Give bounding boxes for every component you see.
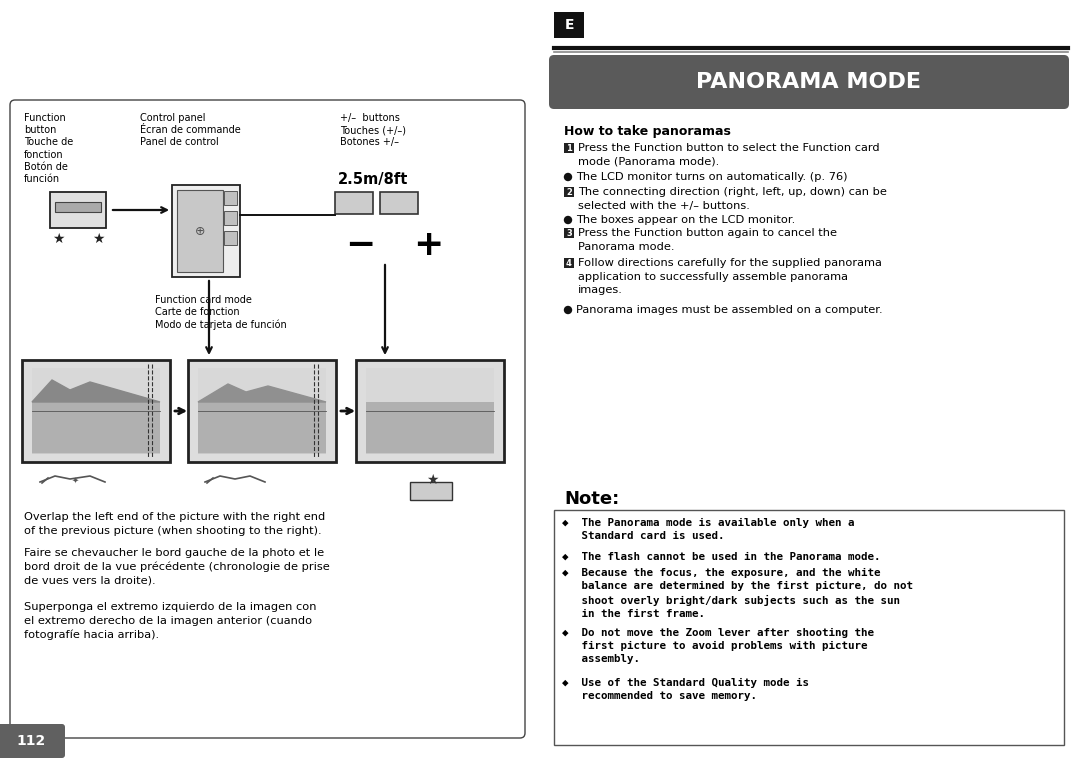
Circle shape bbox=[565, 174, 571, 181]
Bar bbox=[50, 192, 106, 228]
Bar bbox=[224, 191, 237, 205]
Text: ★: ★ bbox=[92, 232, 105, 246]
Bar bbox=[564, 228, 573, 238]
Text: ◆  Use of the Standard Quality mode is
   recommended to save memory.: ◆ Use of the Standard Quality mode is re… bbox=[562, 678, 809, 701]
Text: ✦: ✦ bbox=[71, 476, 79, 485]
Bar bbox=[32, 368, 160, 454]
FancyBboxPatch shape bbox=[10, 100, 525, 738]
Text: The boxes appear on the LCD monitor.: The boxes appear on the LCD monitor. bbox=[576, 215, 795, 225]
Text: PANORAMA MODE: PANORAMA MODE bbox=[697, 72, 921, 92]
Circle shape bbox=[565, 216, 571, 223]
Bar bbox=[172, 185, 240, 277]
Text: Panorama images must be assembled on a computer.: Panorama images must be assembled on a c… bbox=[576, 305, 882, 315]
Text: ★: ★ bbox=[52, 232, 64, 246]
Bar bbox=[410, 482, 453, 500]
Bar bbox=[188, 360, 336, 462]
Text: Follow directions carefully for the supplied panorama
application to successfull: Follow directions carefully for the supp… bbox=[578, 258, 882, 295]
Bar bbox=[22, 360, 170, 462]
Bar bbox=[366, 368, 494, 454]
Text: E: E bbox=[564, 18, 573, 32]
Text: Control panel
Écran de commande
Panel de control: Control panel Écran de commande Panel de… bbox=[140, 113, 241, 148]
Text: −: − bbox=[345, 228, 375, 262]
Text: ◆  Because the focus, the exposure, and the white
   balance are determined by t: ◆ Because the focus, the exposure, and t… bbox=[562, 568, 913, 619]
Text: Press the Function button again to cancel the
Panorama mode.: Press the Function button again to cance… bbox=[578, 228, 837, 252]
Bar bbox=[356, 360, 504, 462]
Bar bbox=[198, 402, 326, 453]
Bar bbox=[554, 12, 584, 38]
Text: ◆  The Panorama mode is available only when a
   Standard card is used.: ◆ The Panorama mode is available only wh… bbox=[562, 518, 854, 541]
Bar bbox=[335, 192, 373, 214]
Bar bbox=[366, 368, 494, 402]
Text: Note:: Note: bbox=[564, 490, 619, 508]
Text: Press the Function button to select the Function card
mode (Panorama mode).: Press the Function button to select the … bbox=[578, 143, 879, 167]
Text: The connecting direction (right, left, up, down) can be
selected with the +/– bu: The connecting direction (right, left, u… bbox=[578, 187, 887, 210]
Bar bbox=[32, 368, 160, 402]
Text: ◆  Do not move the Zoom lever after shooting the
   first picture to avoid probl: ◆ Do not move the Zoom lever after shoot… bbox=[562, 628, 874, 664]
Text: 3: 3 bbox=[566, 229, 572, 237]
Bar bbox=[177, 190, 222, 272]
Bar bbox=[32, 402, 160, 453]
Bar bbox=[564, 258, 573, 268]
Circle shape bbox=[565, 307, 571, 314]
Text: ★: ★ bbox=[426, 473, 438, 487]
Bar bbox=[224, 211, 237, 225]
Text: 1: 1 bbox=[566, 144, 572, 152]
Polygon shape bbox=[198, 384, 326, 402]
FancyBboxPatch shape bbox=[0, 724, 65, 758]
Bar bbox=[224, 231, 237, 245]
Text: +/–  buttons
Touches (+/–)
Botones +/–: +/– buttons Touches (+/–) Botones +/– bbox=[340, 113, 406, 148]
Text: Function card mode
Carte de fonction
Modo de tarjeta de función: Function card mode Carte de fonction Mod… bbox=[156, 295, 287, 330]
Text: 112: 112 bbox=[16, 734, 45, 748]
Text: 2: 2 bbox=[566, 187, 572, 197]
Text: +: + bbox=[413, 228, 443, 262]
Text: 4: 4 bbox=[566, 259, 572, 268]
Bar bbox=[198, 368, 326, 402]
Bar bbox=[564, 187, 573, 197]
Polygon shape bbox=[32, 380, 160, 402]
Bar bbox=[380, 192, 418, 214]
Text: Overlap the left end of the picture with the right end
of the previous picture (: Overlap the left end of the picture with… bbox=[24, 512, 325, 536]
FancyBboxPatch shape bbox=[549, 55, 1069, 109]
Text: How to take panoramas: How to take panoramas bbox=[564, 125, 731, 138]
Bar bbox=[366, 402, 494, 453]
Bar bbox=[198, 368, 326, 454]
Text: Function
button
Touche de
fonction
Botón de
función: Function button Touche de fonction Botón… bbox=[24, 113, 73, 184]
Text: ◆  The flash cannot be used in the Panorama mode.: ◆ The flash cannot be used in the Panora… bbox=[562, 552, 880, 562]
Bar bbox=[554, 510, 1064, 745]
Text: 2.5m/8ft: 2.5m/8ft bbox=[338, 172, 408, 187]
Text: ⊕: ⊕ bbox=[194, 224, 205, 237]
Bar bbox=[564, 143, 573, 153]
Text: Superponga el extremo izquierdo de la imagen con
el extremo derecho de la imagen: Superponga el extremo izquierdo de la im… bbox=[24, 602, 316, 640]
Text: Faire se chevaucher le bord gauche de la photo et le
bord droit de la vue précéd: Faire se chevaucher le bord gauche de la… bbox=[24, 548, 329, 586]
Text: The LCD monitor turns on automatically. (p. 76): The LCD monitor turns on automatically. … bbox=[576, 172, 848, 182]
Bar bbox=[55, 202, 102, 212]
